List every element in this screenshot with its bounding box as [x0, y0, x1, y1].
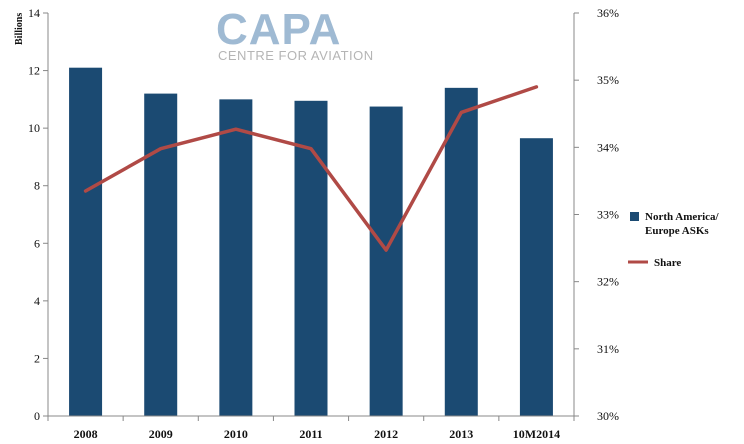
y-tick-label: 8	[34, 179, 40, 193]
bar-2010	[219, 99, 253, 416]
y2-tick-label: 34%	[597, 140, 619, 154]
y-tick-label: 10	[28, 121, 40, 135]
bar-2008	[69, 67, 103, 416]
x-tick-label: 2011	[299, 427, 322, 441]
y2-tick-label: 31%	[597, 342, 619, 356]
bar-2013	[444, 87, 478, 416]
bar-2011	[294, 100, 328, 417]
y2-tick-label: 30%	[597, 409, 619, 423]
x-tick-label: 2009	[149, 427, 173, 441]
plot-area: 0 2 4 6 8 10 12 14 30% 31% 32% 33% 34% 35% 36% 2008 2009…	[28, 6, 619, 441]
logo-main: CAPA	[216, 5, 341, 54]
y-tick-label: 0	[34, 409, 40, 423]
y2-tick-label: 35%	[597, 73, 619, 87]
y2-tick-label: 33%	[597, 208, 619, 222]
y-tick-label: 4	[34, 294, 40, 308]
legend-swatch-asks	[630, 212, 639, 221]
y-tick-label: 2	[34, 351, 40, 365]
y2-tick-label: 36%	[597, 6, 619, 20]
logo: CAPA CENTRE FOR AVIATION	[216, 5, 374, 63]
y-tick-label: 14	[28, 6, 40, 20]
x-tick-label: 2012	[374, 427, 398, 441]
x-tick-label: 2013	[449, 427, 473, 441]
x-tick-label: 10M2014	[513, 427, 560, 441]
x-tick-label: 2010	[224, 427, 248, 441]
y-tick-label: 12	[28, 64, 40, 78]
logo-sub: CENTRE FOR AVIATION	[218, 48, 374, 63]
legend-label-share: Share	[654, 257, 681, 269]
y-tick-label: 6	[34, 236, 40, 250]
bar-2012	[369, 106, 403, 416]
y2-tick-label: 32%	[597, 275, 619, 289]
bar-10M2014	[519, 138, 553, 417]
legend: North America/Europe ASKs Share	[628, 211, 720, 269]
bar-2009	[144, 93, 178, 416]
legend-label-asks: North America/Europe ASKs	[645, 211, 720, 237]
x-tick-label: 2008	[74, 427, 98, 441]
y-axis-label: Billions	[14, 13, 25, 45]
